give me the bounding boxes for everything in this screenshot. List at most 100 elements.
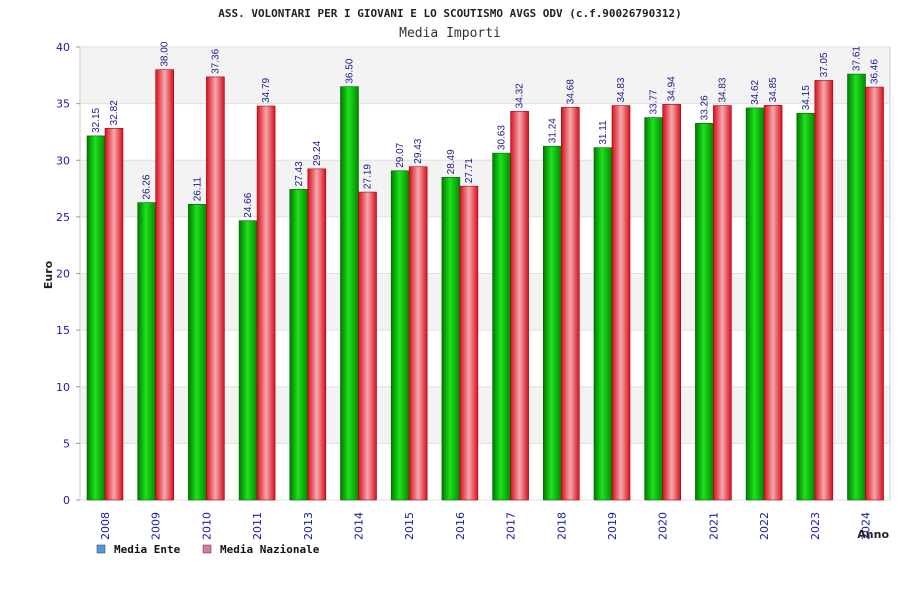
value-label-media-nazionale-2009: 38.00 [160, 41, 171, 66]
bar-media-nazionale-2009 [155, 69, 174, 501]
x-axis-ticks: 2008 2009 2010 2011 2013 2014 2015 2016 2017 2018… [99, 512, 873, 540]
y-tick-label: 30 [56, 154, 70, 167]
bar-media-ente-2010 [188, 204, 207, 501]
bar-media-nazionale-2019 [611, 105, 631, 501]
x-tick-label-2020: 2020 [657, 512, 670, 540]
bar-media-nazionale-2018 [560, 106, 580, 501]
value-label-media-ente-2016: 28.49 [446, 149, 457, 174]
bar-media-ente-2017 [492, 152, 511, 501]
value-label-media-ente-2011: 24.66 [243, 192, 254, 217]
x-tick-label-2009: 2009 [150, 512, 163, 540]
x-tick-label-2024: 2024 [860, 512, 873, 540]
value-label-media-ente-2017: 30.63 [497, 125, 508, 150]
x-tick-label-2018: 2018 [555, 512, 568, 540]
value-label-media-nazionale-2010: 37.36 [210, 48, 221, 73]
bar-media-ente-2009 [137, 202, 156, 501]
value-label-media-nazionale-2018: 34.68 [565, 79, 576, 104]
value-label-media-ente-2019: 31.11 [598, 120, 609, 145]
value-label-media-nazionale-2017: 34.32 [515, 83, 526, 108]
bar-media-nazionale-2015 [408, 166, 428, 501]
y-tick-label: 10 [56, 381, 70, 394]
bar-media-ente-2011 [238, 220, 258, 501]
bar-media-nazionale-2017 [510, 111, 529, 501]
bar-media-nazionale-2014 [358, 191, 377, 501]
value-label-media-ente-2018: 31.24 [547, 118, 558, 143]
x-tick-label-2017: 2017 [505, 512, 518, 540]
value-label-media-ente-2014: 36.50 [345, 58, 356, 83]
legend-swatch-media-nazionale [202, 544, 212, 554]
value-label-media-ente-2008: 32.15 [91, 107, 102, 132]
bar-media-ente-2023 [796, 112, 816, 501]
bar-media-ente-2020 [644, 117, 664, 501]
y-tick-label: 15 [56, 324, 70, 337]
y-axis-ticks: 0 5 10 15 20 25 30 35 40 [56, 41, 80, 507]
y-tick-label: 40 [56, 41, 70, 54]
x-tick-label-2022: 2022 [758, 512, 771, 540]
bar-media-nazionale-2020 [662, 104, 682, 501]
y-tick-label: 20 [56, 268, 70, 281]
x-tick-label-2013: 2013 [302, 512, 315, 540]
bar-media-ente-2015 [390, 170, 410, 501]
value-label-media-nazionale-2021: 34.83 [717, 77, 728, 102]
bar-media-nazionale-2023 [814, 80, 834, 501]
legend-label-media-ente: Media Ente [114, 543, 181, 556]
value-label-media-nazionale-2014: 27.19 [363, 164, 374, 189]
x-tick-label-2021: 2021 [707, 512, 720, 540]
legend-label-media-nazionale: Media Nazionale [220, 543, 320, 556]
value-label-media-nazionale-2023: 37.05 [819, 52, 830, 77]
legend-swatch-media-ente [96, 544, 106, 554]
value-label-media-ente-2010: 26.11 [192, 177, 203, 202]
x-axis-label: Anno [857, 528, 889, 541]
y-axis-label: Euro [42, 260, 55, 289]
value-label-media-nazionale-2015: 29.43 [413, 138, 424, 163]
value-label-media-nazionale-2022: 34.85 [768, 77, 779, 102]
x-tick-label-2019: 2019 [606, 512, 619, 540]
bar-media-ente-2018 [542, 145, 562, 501]
bar-media-nazionale-2013 [307, 168, 327, 501]
chart-title: ASS. VOLONTARI PER I GIOVANI E LO SCOUTI… [218, 7, 682, 20]
y-tick-label: 35 [56, 98, 70, 111]
value-label-media-ente-2013: 27.43 [294, 161, 305, 186]
y-tick-label: 0 [63, 494, 70, 507]
x-tick-label-2010: 2010 [200, 512, 213, 540]
value-label-media-ente-2015: 29.07 [395, 142, 406, 167]
value-label-media-nazionale-2008: 32.82 [109, 100, 120, 125]
x-tick-label-2015: 2015 [403, 512, 416, 540]
value-label-media-ente-2024: 37.61 [852, 46, 863, 71]
bar-media-ente-2019 [593, 147, 613, 501]
y-tick-label: 5 [63, 437, 70, 450]
value-label-media-nazionale-2016: 27.71 [464, 158, 475, 183]
bars [86, 69, 884, 501]
bar-media-nazionale-2011 [256, 105, 276, 501]
value-label-media-ente-2021: 33.26 [699, 95, 710, 120]
value-label-media-nazionale-2019: 34.83 [616, 77, 627, 102]
bar-media-nazionale-2022 [763, 105, 783, 501]
bar-media-ente-2021 [695, 123, 714, 501]
value-label-media-nazionale-2011: 34.79 [261, 78, 272, 103]
value-label-media-nazionale-2024: 36.46 [870, 59, 881, 84]
value-label-media-nazionale-2020: 34.94 [667, 76, 678, 101]
x-tick-label-2014: 2014 [353, 512, 366, 540]
x-tick-label-2023: 2023 [809, 512, 822, 540]
y-tick-label: 25 [56, 211, 70, 224]
bar-media-nazionale-2024 [865, 86, 884, 501]
bar-media-ente-2016 [441, 177, 461, 501]
value-labels: 32.15 32.82 26.26 38.00 26.11 37.36 24.66 34.79… [91, 41, 881, 218]
bar-media-nazionale-2008 [104, 128, 124, 501]
bar-media-ente-2013 [289, 189, 309, 501]
value-label-media-ente-2009: 26.26 [142, 174, 153, 199]
bar-media-nazionale-2010 [206, 76, 225, 501]
bar-media-nazionale-2016 [459, 185, 479, 501]
bar-media-ente-2014 [340, 86, 359, 501]
legend: Media Ente Media Nazionale [96, 543, 320, 556]
bar-media-ente-2024 [847, 73, 866, 501]
value-label-media-ente-2023: 34.15 [801, 85, 812, 110]
bar-media-ente-2008 [86, 135, 106, 501]
x-tick-label-2016: 2016 [454, 512, 467, 540]
value-label-media-nazionale-2013: 29.24 [312, 140, 323, 165]
bar-media-ente-2022 [745, 107, 765, 501]
chart-subtitle: Media Importi [399, 26, 501, 41]
value-label-media-ente-2020: 33.77 [649, 89, 660, 114]
x-tick-label-2011: 2011 [251, 512, 264, 540]
